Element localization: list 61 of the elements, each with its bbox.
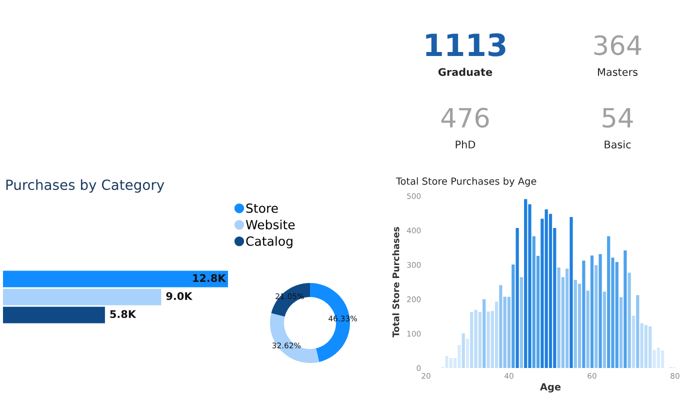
bar bbox=[594, 265, 598, 368]
bar bbox=[548, 214, 552, 368]
x-axis-title: Age bbox=[540, 383, 561, 392]
data-label: 9.0K bbox=[166, 292, 193, 300]
bar bbox=[478, 312, 482, 368]
bar bbox=[466, 338, 470, 368]
text: 476 bbox=[441, 108, 489, 128]
bar bbox=[445, 356, 448, 368]
bar bbox=[507, 296, 511, 368]
bar bbox=[462, 333, 465, 368]
bar bbox=[566, 268, 569, 368]
bar bbox=[494, 302, 498, 368]
bar bbox=[470, 312, 474, 368]
text: Graduate bbox=[438, 68, 492, 76]
bar bbox=[524, 199, 528, 368]
bar bbox=[544, 209, 548, 368]
bar bbox=[619, 297, 623, 368]
bar bbox=[574, 280, 577, 368]
bar bbox=[482, 299, 486, 368]
bar bbox=[598, 254, 602, 368]
text: 54 bbox=[602, 108, 633, 128]
bar bbox=[590, 256, 594, 368]
bar bbox=[624, 250, 627, 368]
chart-title: Purchases by Category bbox=[6, 179, 164, 193]
bar bbox=[458, 344, 461, 368]
bar bbox=[602, 292, 606, 368]
legend-label: Catalog bbox=[246, 236, 292, 248]
y-axis-title: Total Store Purchases bbox=[392, 227, 400, 338]
bar bbox=[607, 236, 610, 368]
legend-label: Store bbox=[246, 203, 278, 213]
text: Masters bbox=[598, 68, 638, 76]
legend-label: Website bbox=[246, 220, 295, 230]
bar bbox=[586, 290, 590, 368]
data-label: 5.8K bbox=[110, 310, 136, 318]
bar bbox=[644, 325, 648, 368]
bar bbox=[516, 228, 519, 368]
text: 364 bbox=[594, 35, 642, 56]
bar bbox=[474, 310, 478, 368]
bar bbox=[499, 285, 502, 368]
chart-title: Total Store Purchases by Age bbox=[396, 177, 536, 187]
bar bbox=[636, 295, 640, 368]
bar bbox=[660, 350, 664, 368]
bar bbox=[512, 264, 515, 368]
bar bbox=[449, 358, 452, 368]
data-label: 12.8K bbox=[193, 274, 226, 282]
bar bbox=[648, 326, 652, 368]
bar bbox=[640, 323, 644, 368]
bar bbox=[632, 316, 636, 368]
bar bbox=[578, 284, 582, 368]
bar bbox=[532, 236, 536, 368]
bar bbox=[656, 348, 660, 368]
text: PhD bbox=[456, 140, 476, 148]
text: Basic bbox=[604, 140, 631, 148]
bar bbox=[570, 216, 573, 368]
text: 1113 bbox=[426, 33, 506, 56]
bar bbox=[520, 277, 524, 368]
bar bbox=[582, 260, 586, 368]
bar bbox=[652, 350, 656, 368]
bar bbox=[628, 272, 631, 368]
bar bbox=[486, 312, 490, 368]
bar bbox=[557, 268, 560, 368]
